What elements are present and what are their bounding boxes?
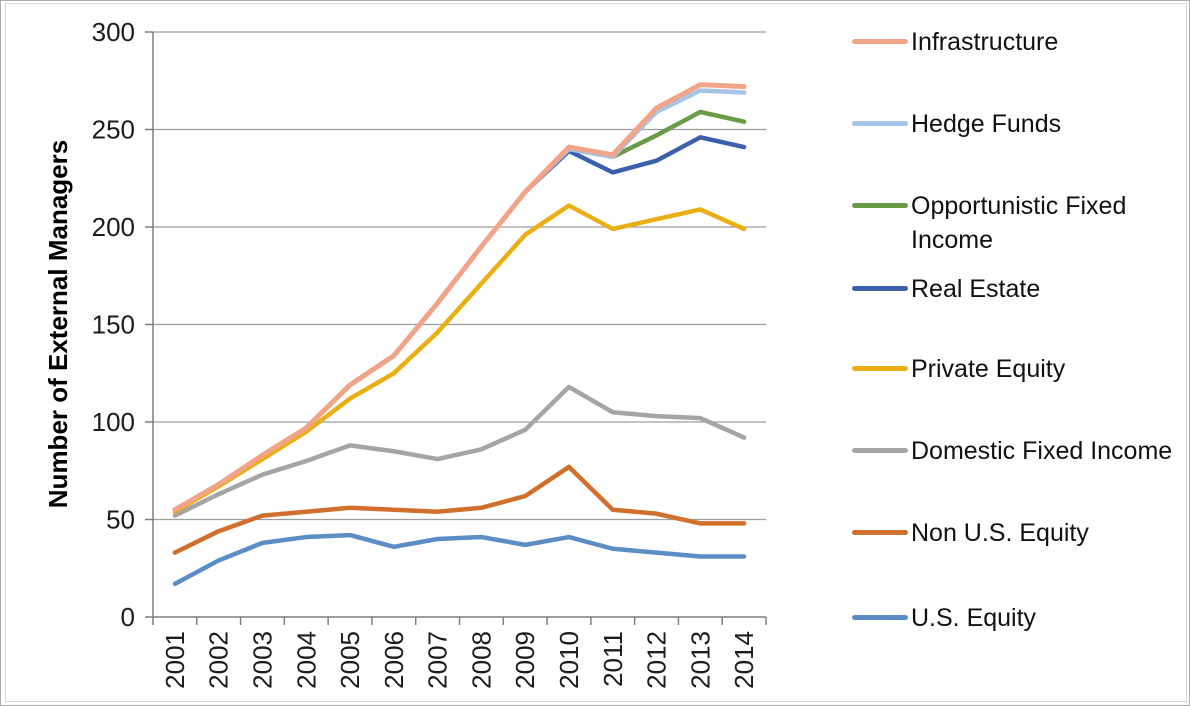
legend-item-non-u-s-equity: Non U.S. Equity bbox=[852, 516, 1189, 550]
x-tick-label-2005: 2005 bbox=[335, 631, 365, 689]
y-tick-label-150: 150 bbox=[92, 310, 135, 340]
x-tick-label-2013: 2013 bbox=[685, 631, 715, 689]
series-lines bbox=[172, 82, 747, 587]
series-line-hedge-funds bbox=[172, 88, 747, 512]
legend-swatch-private-equity bbox=[852, 366, 908, 371]
series-line-u-s-equity bbox=[172, 532, 747, 587]
legend-swatch-non-u-s-equity bbox=[852, 530, 908, 535]
legend-label-non-u-s-equity: Non U.S. Equity bbox=[911, 519, 1089, 547]
x-tick-label-2001: 2001 bbox=[160, 631, 190, 689]
y-axis-title: Number of External Managers bbox=[43, 140, 73, 508]
x-tick-label-2012: 2012 bbox=[642, 631, 672, 689]
legend-label-domestic-fixed-income: Domestic Fixed Income bbox=[911, 437, 1173, 465]
y-tick-label-300: 300 bbox=[92, 17, 135, 47]
series-line-domestic-fixed-income bbox=[172, 384, 747, 518]
legend-item-private-equity: Private Equity bbox=[852, 352, 1189, 386]
x-tick-label-2011: 2011 bbox=[598, 631, 628, 687]
legend: Infrastructure Hedge Funds Opportunistic F… bbox=[846, 1, 1186, 705]
series-line-private-equity bbox=[172, 203, 747, 514]
axes bbox=[145, 31, 767, 625]
legend-label-real-estate: Real Estate bbox=[911, 275, 1041, 303]
legend-item-opportunistic-fixed-income: Opportunistic Fixed Income bbox=[852, 189, 1189, 257]
series-line-infrastructure bbox=[172, 82, 747, 513]
legend-label-hedge-funds: Hedge Funds bbox=[911, 110, 1062, 138]
legend-item-real-estate: Real Estate bbox=[852, 272, 1189, 306]
x-tick-label-2002: 2002 bbox=[204, 631, 234, 689]
series-line-non-u-s-equity bbox=[172, 464, 747, 555]
legend-label-opportunistic-fixed-income: Opportunistic Fixed Income bbox=[911, 192, 1127, 254]
x-tick-label-2006: 2006 bbox=[379, 631, 409, 689]
legend-swatch-real-estate bbox=[852, 286, 908, 291]
legend-item-hedge-funds: Hedge Funds bbox=[852, 107, 1189, 141]
y-tick-label-250: 250 bbox=[92, 115, 135, 145]
y-tick-label-50: 50 bbox=[106, 505, 135, 535]
x-tick-label-2014: 2014 bbox=[729, 631, 759, 689]
legend-swatch-u-s-equity bbox=[852, 615, 908, 620]
x-tick-label-2009: 2009 bbox=[510, 631, 540, 689]
x-tick-label-2010: 2010 bbox=[554, 631, 584, 689]
x-tick-label-2007: 2007 bbox=[423, 631, 453, 689]
legend-item-domestic-fixed-income: Domestic Fixed Income bbox=[852, 434, 1189, 468]
legend-swatch-hedge-funds bbox=[852, 121, 908, 126]
legend-label-u-s-equity: U.S. Equity bbox=[911, 604, 1037, 632]
y-axis-tick-labels: 0 50 100 150 200 250 300 bbox=[92, 17, 135, 632]
legend-label-private-equity: Private Equity bbox=[911, 355, 1066, 383]
legend-swatch-domestic-fixed-income bbox=[852, 448, 908, 453]
x-tick-label-2003: 2003 bbox=[247, 631, 277, 689]
y-tick-label-0: 0 bbox=[121, 602, 135, 632]
y-tick-label-200: 200 bbox=[92, 212, 135, 242]
legend-swatch-opportunistic-fixed-income bbox=[852, 203, 908, 208]
legend-swatch-infrastructure bbox=[852, 39, 908, 44]
x-tick-label-2004: 2004 bbox=[291, 631, 321, 689]
legend-item-u-s-equity: U.S. Equity bbox=[852, 601, 1189, 635]
legend-item-infrastructure: Infrastructure bbox=[852, 25, 1189, 59]
legend-label-infrastructure: Infrastructure bbox=[911, 28, 1059, 56]
y-tick-label-100: 100 bbox=[92, 407, 135, 437]
x-tick-label-2008: 2008 bbox=[466, 631, 496, 689]
x-axis-tick-labels: 2001 2002 2003 2004 2005 2006 2007 2008 2009 2010… bbox=[160, 631, 759, 689]
